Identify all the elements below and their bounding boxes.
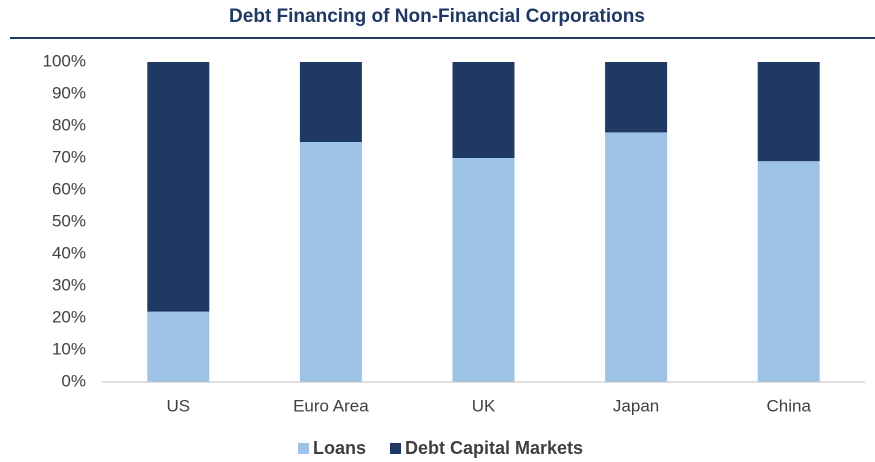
bar-segment <box>757 62 820 162</box>
y-tick-label: 0% <box>61 371 86 390</box>
y-tick-label: 100% <box>43 51 86 70</box>
y-tick-label: 60% <box>52 179 86 198</box>
x-tick-label: UK <box>472 396 496 415</box>
bar-segment <box>757 161 820 382</box>
y-tick-label: 50% <box>52 211 86 230</box>
bar-segment <box>605 62 668 133</box>
x-tick-label: China <box>766 396 811 415</box>
bar-segment <box>147 311 210 382</box>
y-tick-label: 20% <box>52 307 86 326</box>
legend-swatch <box>298 443 309 454</box>
bar-segment <box>299 142 362 382</box>
y-tick-label: 90% <box>52 83 86 102</box>
x-tick-label: Japan <box>613 396 659 415</box>
y-tick-label: 80% <box>52 115 86 134</box>
bar-segment <box>299 62 362 142</box>
legend-label: Debt Capital Markets <box>405 438 583 458</box>
x-tick-label: US <box>166 396 190 415</box>
bar-segment <box>452 158 515 382</box>
bar-segment <box>605 132 668 382</box>
x-tick-label: Euro Area <box>293 396 369 415</box>
legend-label: Loans <box>313 438 366 458</box>
y-tick-label: 10% <box>52 339 86 358</box>
chart-title: Debt Financing of Non-Financial Corporat… <box>229 6 645 27</box>
bar-segment <box>147 62 210 312</box>
y-tick-label: 70% <box>52 147 86 166</box>
legend-swatch <box>390 443 402 454</box>
y-tick-label: 30% <box>52 275 86 294</box>
y-tick-label: 40% <box>52 243 86 262</box>
bar-segment <box>452 62 515 158</box>
